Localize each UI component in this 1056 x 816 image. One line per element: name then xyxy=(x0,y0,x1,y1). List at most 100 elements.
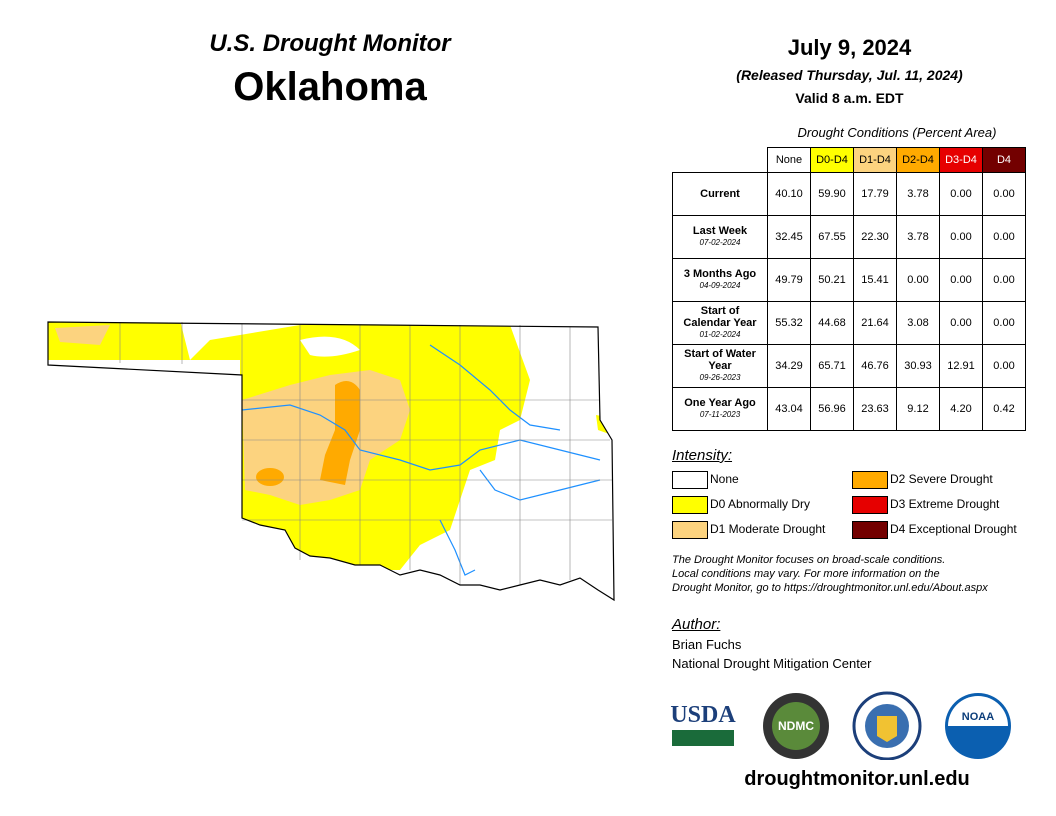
column-header: D4 xyxy=(982,147,1026,173)
cell: 44.68 xyxy=(810,301,854,345)
table-caption: Drought Conditions (Percent Area) xyxy=(797,125,997,140)
cell: 0.00 xyxy=(982,301,1026,345)
d2-area xyxy=(320,381,360,485)
usda-logo: USDA xyxy=(670,702,736,728)
cell: 65.71 xyxy=(810,344,854,388)
legend-label: D3 Extreme Drought xyxy=(890,497,1000,511)
row-date: 07-11-2023 xyxy=(699,410,741,419)
ndmc-logo: NDMC xyxy=(778,719,814,733)
valid: Valid 8 a.m. EDT xyxy=(795,90,904,106)
cell: 34.29 xyxy=(767,344,811,388)
row-name: Current xyxy=(700,188,740,200)
column-header: None xyxy=(767,147,811,173)
drought-areas xyxy=(48,322,614,600)
cell: 0.42 xyxy=(982,387,1026,431)
column-header: D1-D4 xyxy=(853,147,897,173)
row-label: Last Week 07-02-2024 xyxy=(672,215,768,259)
cell: 0.00 xyxy=(939,172,983,216)
row-date: 07-02-2024 xyxy=(699,238,741,247)
cell: 17.79 xyxy=(853,172,897,216)
usda-leaf xyxy=(672,730,734,746)
cell: 49.79 xyxy=(767,258,811,302)
data-row: Last Week 07-02-2024 32.45 67.55 22.30 3.78 0.… xyxy=(672,215,1026,259)
row-date: 01-02-2024 xyxy=(699,330,741,339)
date: July 9, 2024 xyxy=(787,35,912,60)
legend-label: D1 Moderate Drought xyxy=(710,522,826,536)
no-drought-pocket xyxy=(300,336,360,357)
cell: 3.78 xyxy=(896,215,940,259)
d2-southwest xyxy=(256,468,284,486)
row-date: 09-26-2023 xyxy=(699,373,741,382)
cell: 59.90 xyxy=(810,172,854,216)
cell: 0.00 xyxy=(896,258,940,302)
row-name: One Year Ago xyxy=(684,397,756,409)
cell: 23.63 xyxy=(853,387,897,431)
cell: 22.30 xyxy=(853,215,897,259)
author-name: Brian Fuchs xyxy=(672,637,742,652)
author-org: National Drought Mitigation Center xyxy=(672,656,872,671)
cell: 4.20 xyxy=(939,387,983,431)
d1-panhandle xyxy=(55,325,110,345)
legend-label: None xyxy=(710,472,739,486)
released: (Released Thursday, Jul. 11, 2024) xyxy=(736,67,963,83)
cell: 67.55 xyxy=(810,215,854,259)
state-name: Oklahoma xyxy=(233,65,427,109)
corner xyxy=(673,148,768,173)
note-line: Local conditions may vary. For more info… xyxy=(672,568,940,580)
cell: 0.00 xyxy=(939,301,983,345)
column-header: D0-D4 xyxy=(810,147,854,173)
legend-title: Intensity: xyxy=(672,447,733,464)
row-label: Start of Water Year 09-26-2023 xyxy=(672,344,768,388)
footer-url: droughtmonitor.unl.edu xyxy=(744,768,970,790)
legend-swatch xyxy=(852,496,888,514)
noaa-gull xyxy=(948,696,1008,726)
legend-swatch xyxy=(672,471,708,489)
d1-area xyxy=(242,370,410,505)
title: U.S. Drought Monitor xyxy=(209,30,451,57)
cell: 15.41 xyxy=(853,258,897,302)
cell: 0.00 xyxy=(982,344,1026,388)
state-outline xyxy=(47,321,615,602)
header-row: None D0-D4 D1-D4 D2-D4 D3-D4 D4 xyxy=(673,147,1026,173)
column-header: D3-D4 xyxy=(939,147,983,173)
cell: 40.10 xyxy=(767,172,811,216)
cell: 0.00 xyxy=(939,215,983,259)
cell: 9.12 xyxy=(896,387,940,431)
legend-swatch xyxy=(852,471,888,489)
cell: 0.00 xyxy=(939,258,983,302)
legend-swatch xyxy=(672,496,708,514)
cell: 3.78 xyxy=(896,172,940,216)
logos: USDA NDMC NOAA xyxy=(670,691,1011,760)
cell: 50.21 xyxy=(810,258,854,302)
row-name: Start of Calendar Year xyxy=(683,305,757,329)
legend-label: D2 Severe Drought xyxy=(890,472,993,486)
data-row: Current 40.10 59.90 17.79 3.78 0.00 0.00 xyxy=(672,172,1026,216)
conditions-table: None D0-D4 D1-D4 D2-D4 D3-D4 D4 Current 40.10 59… xyxy=(672,147,1026,431)
note-line: The Drought Monitor focuses on broad-sca… xyxy=(672,554,946,566)
cell: 46.76 xyxy=(853,344,897,388)
legend-label: D4 Exceptional Drought xyxy=(890,522,1017,536)
row-name: 3 Months Ago xyxy=(683,268,757,280)
row-name: Start of Water Year xyxy=(684,348,756,372)
note-line: Drought Monitor, go to https://droughtmo… xyxy=(672,582,988,594)
row-label: Current xyxy=(672,172,768,216)
legend-label: D0 Abnormally Dry xyxy=(710,497,811,511)
cell: 0.00 xyxy=(982,172,1026,216)
cell: 21.64 xyxy=(853,301,897,345)
row-label: 3 Months Ago 04-09-2024 xyxy=(672,258,768,302)
county-lines xyxy=(119,322,612,585)
cell: 32.45 xyxy=(767,215,811,259)
data-row: One Year Ago 07-11-2023 43.04 56.96 23.63 9.1… xyxy=(672,387,1026,431)
ndmc-inner xyxy=(772,702,820,750)
cell: 3.08 xyxy=(896,301,940,345)
column-header: D2-D4 xyxy=(896,147,940,173)
author-title: Author: xyxy=(672,616,721,633)
data-row: Start of Calendar Year 01-02-2024 55.32 44.… xyxy=(672,301,1026,345)
data-row: 3 Months Ago 04-09-2024 49.79 50.21 15.41 0.0… xyxy=(672,258,1026,302)
cell: 0.00 xyxy=(982,258,1026,302)
cell: 56.96 xyxy=(810,387,854,431)
cell: 43.04 xyxy=(767,387,811,431)
data-row: Start of Water Year 09-26-2023 34.29 65.71 4… xyxy=(672,344,1026,388)
cell: 30.93 xyxy=(896,344,940,388)
